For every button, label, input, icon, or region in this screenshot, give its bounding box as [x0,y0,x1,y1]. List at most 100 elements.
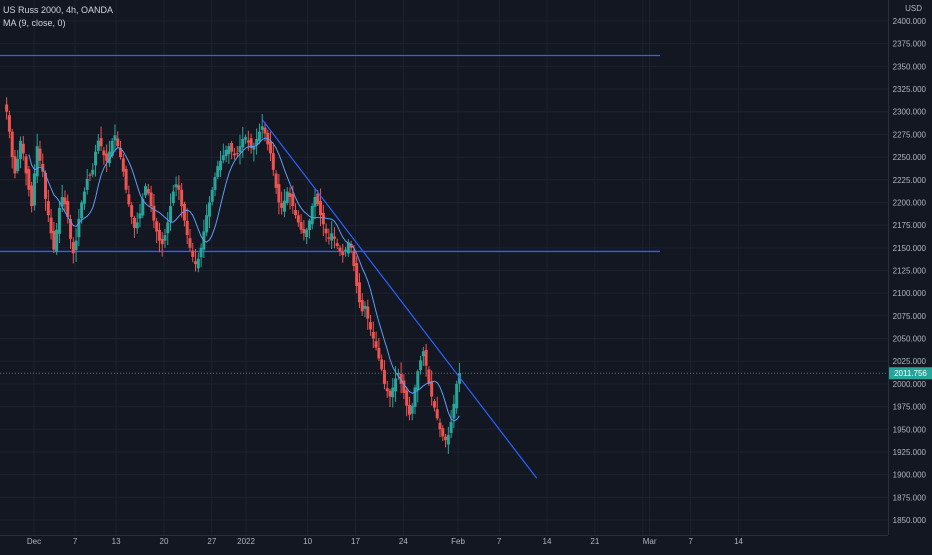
candle-body [294,210,298,216]
candle [324,223,328,242]
candle-body [435,409,439,419]
time-tick-label: Dec [27,537,41,546]
candle [52,222,56,253]
candle-body [32,173,36,206]
candle-body [10,131,14,158]
candle [66,194,70,224]
candle-body [216,166,220,177]
candle [327,228,331,245]
candle-body [146,188,150,194]
candle-body [455,383,459,409]
price-tick-label: 2225.000 [893,176,927,185]
candle-body [235,153,239,155]
candle-body [227,146,231,155]
candle-body [5,104,9,112]
candle-body [255,138,259,146]
candle [177,175,181,201]
candle-body [144,186,148,196]
candle-body [291,194,295,207]
time-tick-label: 7 [688,537,693,546]
candle [135,212,139,234]
candle [24,154,28,186]
candle-body [205,215,209,233]
candle-body [127,194,131,205]
candle [35,133,39,184]
candle [210,187,214,206]
candle [157,222,161,253]
candle-body [263,127,267,134]
candle-body [152,205,156,221]
candle [232,148,236,160]
candle-body [191,250,195,257]
candle [382,360,386,390]
candle-body [30,185,34,207]
candle [88,172,92,181]
candle-body [166,222,170,234]
currency-label: USD [905,4,922,13]
time-tick-label: 2022 [237,537,255,546]
candle-body [38,148,42,161]
candle [191,242,195,263]
time-tick-label: 27 [207,537,216,546]
candle [399,362,403,394]
candle-body [391,387,395,398]
time-tick-label: 21 [590,537,599,546]
price-tick-label: 1900.000 [893,471,927,480]
indicator-label[interactable]: MA (9, close, 0) [3,18,66,28]
candle [296,210,300,227]
candle [124,165,128,194]
price-tick-label: 2375.000 [893,40,927,49]
candle [5,97,9,120]
candle [171,184,175,206]
candle-body [121,158,125,172]
price-tick-label: 2000.000 [893,380,927,389]
candle [224,145,228,163]
symbol-title[interactable]: US Russ 2000, 4h, OANDA [3,5,114,15]
candle [38,140,42,167]
candle [438,418,442,438]
candle [199,243,203,268]
candle-body [110,140,114,156]
candle [271,144,275,176]
candle-body [99,138,103,147]
candle-body [244,137,248,140]
candle [10,128,14,169]
candle-body [69,219,73,239]
candle-body [394,378,398,392]
candle-body [107,151,111,164]
candle-body [177,185,181,190]
candle-body [341,251,345,256]
candle [119,141,123,160]
price-tick-label: 1925.000 [893,448,927,457]
price-tick-label: 2250.000 [893,153,927,162]
candle [238,134,242,165]
price-axis: 1850.000 1875.000 1900.000 1925.000 1950.000… [893,17,927,525]
price-tick-label: 2275.000 [893,130,927,139]
candle [55,222,59,255]
candle [441,425,445,442]
candle [349,240,353,254]
candle-body [238,146,242,153]
candle [152,194,156,229]
candle-body [269,141,273,154]
candle [260,113,264,139]
candle-body [119,148,123,158]
price-tick-label: 2400.000 [893,17,927,26]
candle [116,131,120,149]
candle [130,202,134,224]
candle [452,394,456,429]
time-tick-label: 17 [351,537,360,546]
candle [374,331,378,351]
candle-body [241,138,245,148]
candle [385,380,389,398]
candle-body [113,135,117,141]
candle [455,380,459,414]
price-tick-label: 2200.000 [893,198,927,207]
candle [144,183,148,198]
candle-body [124,168,128,190]
candle-body [132,217,136,228]
candle-body [416,371,420,390]
candle-body [419,360,423,371]
